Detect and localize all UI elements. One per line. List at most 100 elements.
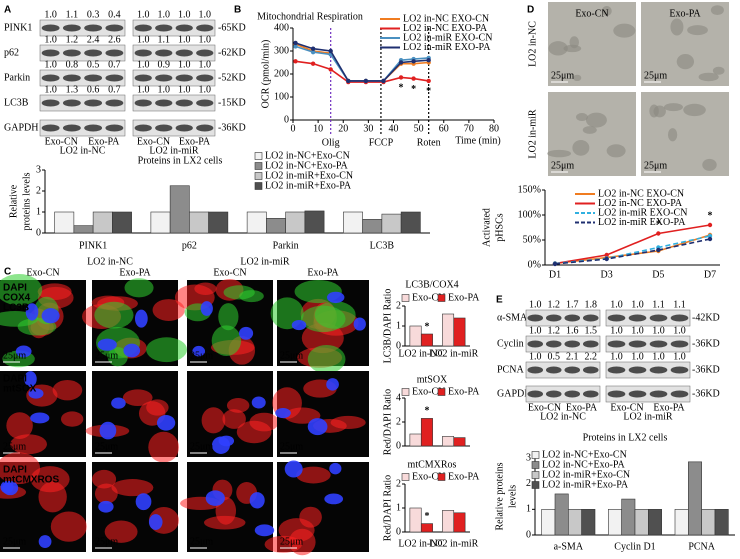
y-tick-label: 1	[36, 206, 41, 217]
blot-band	[582, 314, 599, 322]
cell-stain	[236, 420, 272, 444]
cell	[572, 139, 590, 156]
blot-band	[175, 49, 193, 57]
blot-band	[196, 24, 214, 32]
point	[604, 256, 609, 262]
y-tick-label: 400	[274, 22, 289, 33]
point	[707, 236, 713, 242]
blot-quant: 1.0	[199, 34, 212, 45]
cell	[712, 66, 725, 75]
cell-stain	[52, 380, 83, 401]
blot-membrane	[132, 94, 216, 112]
panel-letter: E	[496, 295, 503, 306]
scale-label: 25μm	[280, 536, 303, 547]
legend-label: LO2 in-NC+Exo-CN	[265, 150, 350, 161]
blot-band	[196, 49, 214, 57]
blot-band	[670, 390, 689, 398]
cell-stain	[291, 319, 307, 331]
blot-membrane	[525, 385, 601, 403]
blot-size: -36KD	[218, 122, 246, 133]
legend-label: Exo-PA	[448, 386, 480, 397]
cell-stain	[60, 411, 84, 427]
x-tick-label: D1	[549, 269, 561, 280]
blot-quant: 1.0	[673, 351, 686, 362]
x-tick-label: PCNA	[688, 541, 715, 552]
legend-swatch	[254, 182, 263, 190]
blot-size: -36KD	[692, 388, 720, 399]
legend-swatch	[401, 473, 410, 481]
bar	[189, 211, 209, 234]
cell-stain	[146, 337, 188, 363]
cell-stain	[107, 347, 128, 367]
bar	[442, 436, 455, 447]
x-tick-label: LO2 in-NC	[398, 348, 444, 359]
legend-label: LO2 in-NC EXO-PA	[598, 198, 683, 209]
lane-label: Exo-PA	[179, 136, 211, 147]
cell	[548, 41, 568, 56]
blot-membrane	[132, 69, 216, 87]
legend-swatch	[437, 388, 446, 396]
blot-band	[564, 314, 581, 322]
blot-band	[41, 24, 60, 32]
cell-stain	[300, 305, 346, 333]
legend-label: LO2 in-miR+Exo-CN	[542, 469, 630, 480]
blot-size: -42KD	[692, 312, 720, 323]
blot-quant: 1.0	[199, 9, 212, 20]
column-heading: Exo-CN	[26, 267, 59, 278]
legend-swatch	[531, 461, 540, 469]
lane-label: Exo-CN	[137, 136, 170, 147]
y-axis-label: proteins levels	[21, 172, 32, 230]
blot-band	[62, 24, 81, 32]
y-tick-label: 200	[274, 68, 289, 79]
column-heading: Exo-CN	[575, 8, 608, 19]
blot-label: Parkin	[4, 72, 30, 83]
annotation: *	[411, 84, 416, 95]
blot-quant: 1.0	[199, 59, 212, 70]
cell-stain	[299, 506, 322, 528]
blot-band	[41, 74, 60, 82]
blot-quant: 1.0	[652, 351, 665, 362]
cell	[663, 103, 683, 112]
blot-band	[41, 49, 60, 57]
cell	[710, 5, 724, 16]
y-axis-label: Red/DAPI Ratio	[382, 389, 393, 455]
bar	[648, 509, 662, 536]
annotation: *	[399, 83, 404, 94]
x-tick-label: D3	[601, 269, 613, 280]
blot-band	[155, 74, 173, 82]
point	[656, 231, 661, 236]
blot-band	[134, 99, 152, 107]
scale-label: 25μm	[551, 70, 574, 81]
y-tick-label: 3	[526, 452, 531, 463]
blot-quant: 1.0	[44, 59, 57, 70]
blot-band	[41, 124, 60, 132]
blot-quant: 1.7	[566, 299, 579, 310]
blot-band	[84, 74, 103, 82]
micrograph	[548, 92, 636, 176]
cell-stain	[218, 435, 235, 447]
blot-band	[175, 124, 193, 132]
cell-stain	[194, 282, 217, 295]
x-tick-label: PINK1	[79, 240, 107, 251]
blot-band	[545, 366, 562, 374]
cell-stain	[111, 397, 126, 409]
legend-swatch	[531, 471, 540, 479]
y-axis-label: Red/DAPI Ratio	[382, 475, 393, 541]
legend-label: LO2 in-miR+Exo-CN	[265, 170, 353, 181]
blot-quant: 1.0	[610, 351, 623, 362]
event-label: FCCP	[369, 137, 394, 148]
column-heading: Exo-CN	[213, 267, 246, 278]
y-axis-label: pHSCs	[494, 213, 505, 241]
blot-band	[649, 314, 668, 322]
cell-stain	[211, 325, 242, 356]
panel-letter: C	[4, 267, 11, 278]
chart-title: Mitochondrial Respiration	[257, 11, 363, 22]
y-axis-label: Relative	[8, 184, 19, 218]
point	[411, 76, 416, 81]
cell	[606, 144, 626, 158]
point	[293, 59, 298, 64]
x-tick-label: 70	[464, 123, 474, 134]
blot-band	[670, 340, 689, 348]
